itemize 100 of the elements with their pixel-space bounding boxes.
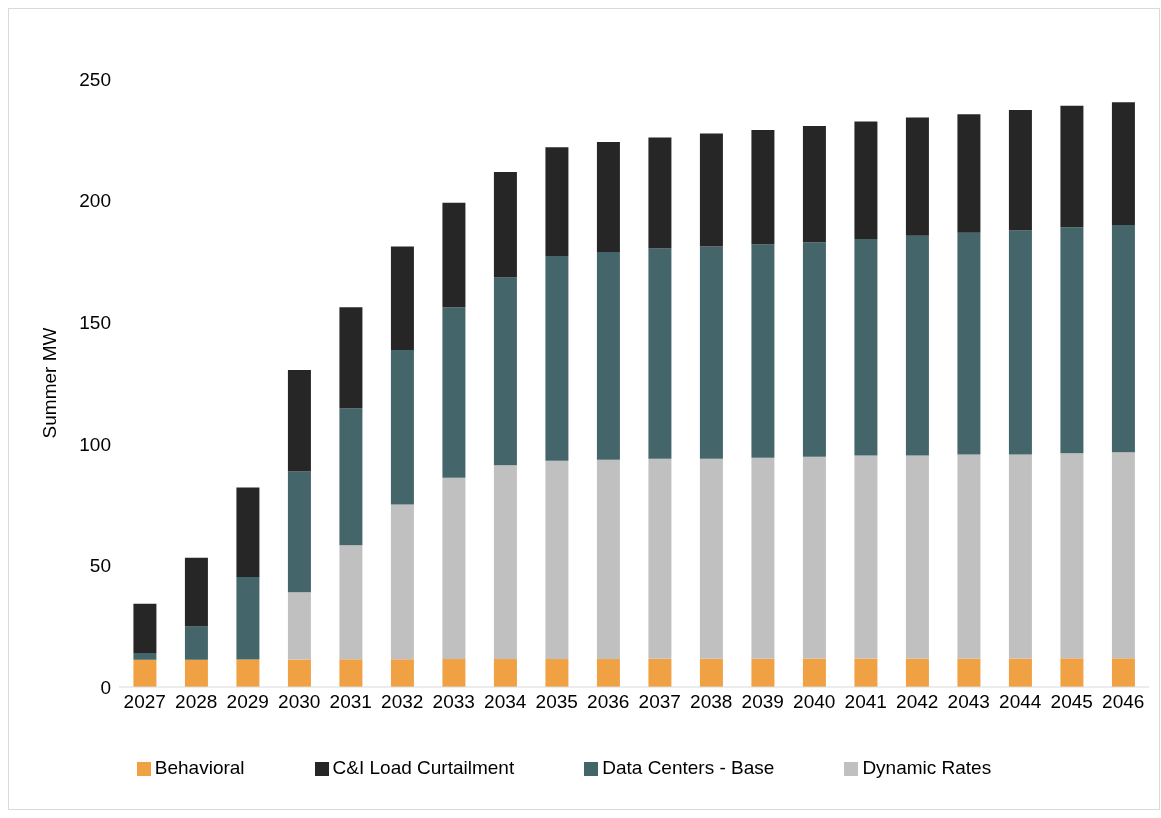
bar [390,659,414,687]
bar [905,235,929,456]
bar [493,171,517,278]
bar [751,244,775,458]
bar [184,659,208,687]
bar [287,659,311,687]
bar [854,121,878,240]
x-tick-label: 2029 [226,691,269,713]
x-tick-label: 2027 [123,691,166,713]
bar [133,659,157,687]
x-tick-label: 2038 [690,691,733,713]
y-tick-label: 0 [100,676,111,698]
x-tick-label: 2044 [999,691,1042,713]
bar [287,370,311,472]
bar [957,114,981,233]
bar [133,652,157,660]
bar [287,592,311,660]
bar [1111,102,1135,225]
bar [442,659,466,687]
bar [184,557,208,627]
x-tick-label: 2036 [587,691,630,713]
bar [802,242,826,457]
bar [236,577,260,660]
bar [390,349,414,505]
bar [699,246,723,459]
x-tick-label: 2028 [175,691,218,713]
bar [1008,658,1032,687]
x-tick-label: 2039 [741,691,784,713]
bar [339,307,363,409]
bar [648,137,672,249]
y-tick-label: 200 [79,190,111,212]
bar [1008,454,1032,659]
bar [442,202,466,308]
x-tick-label: 2041 [844,691,887,713]
bar [236,487,260,578]
bar [133,603,157,653]
bar [545,460,569,660]
bar [957,232,981,455]
x-tick-label: 2045 [1050,691,1093,713]
bar [957,658,981,687]
legend-label: Dynamic Rates [862,757,992,778]
x-tick-label: 2032 [381,691,424,713]
bar [751,457,775,659]
y-axis-title: Summer MW [38,327,60,439]
legend-label: C&I Load Curtailment [332,757,515,778]
bar [339,408,363,546]
x-tick-label: 2035 [535,691,578,713]
bar [751,658,775,687]
bar [957,454,981,659]
x-tick-label: 2040 [793,691,836,713]
y-tick-label: 50 [89,555,111,577]
bar [596,459,620,660]
y-tick-label: 250 [79,68,111,90]
bar [1060,453,1084,659]
bar [596,659,620,687]
bar [854,239,878,456]
bar [493,465,517,660]
bar [648,248,672,459]
bar [905,658,929,687]
bar [1060,658,1084,687]
bar [1008,109,1032,231]
bar [648,658,672,687]
bar [596,141,620,252]
y-tick-label: 150 [79,311,111,333]
bar [390,504,414,660]
bar [1111,224,1135,453]
bar [1008,230,1032,455]
bar [442,307,466,478]
bar [905,117,929,236]
bar [545,147,569,257]
bar [699,458,723,659]
bar [339,659,363,687]
x-tick-label: 2033 [432,691,475,713]
bar [802,658,826,687]
bar [442,477,466,660]
bar [1111,452,1135,659]
bar [545,659,569,687]
bar [802,456,826,659]
bar [390,246,414,350]
bar [184,626,208,660]
bar [699,658,723,687]
bar [751,130,775,245]
bar [854,658,878,687]
bar [802,125,826,243]
bar [1060,105,1084,228]
bar [287,471,311,593]
x-tick-label: 2030 [278,691,321,713]
x-tick-label: 2034 [484,691,527,713]
legend-label: Behavioral [154,757,245,778]
bar [1111,658,1135,687]
bar [596,251,620,460]
bar [493,659,517,687]
x-tick-label: 2031 [329,691,372,713]
bar [905,455,929,659]
bar [699,133,723,247]
bar [545,256,569,461]
x-tick-label: 2037 [638,691,681,713]
bar [854,455,878,659]
bar [1060,227,1084,454]
bar [339,545,363,660]
